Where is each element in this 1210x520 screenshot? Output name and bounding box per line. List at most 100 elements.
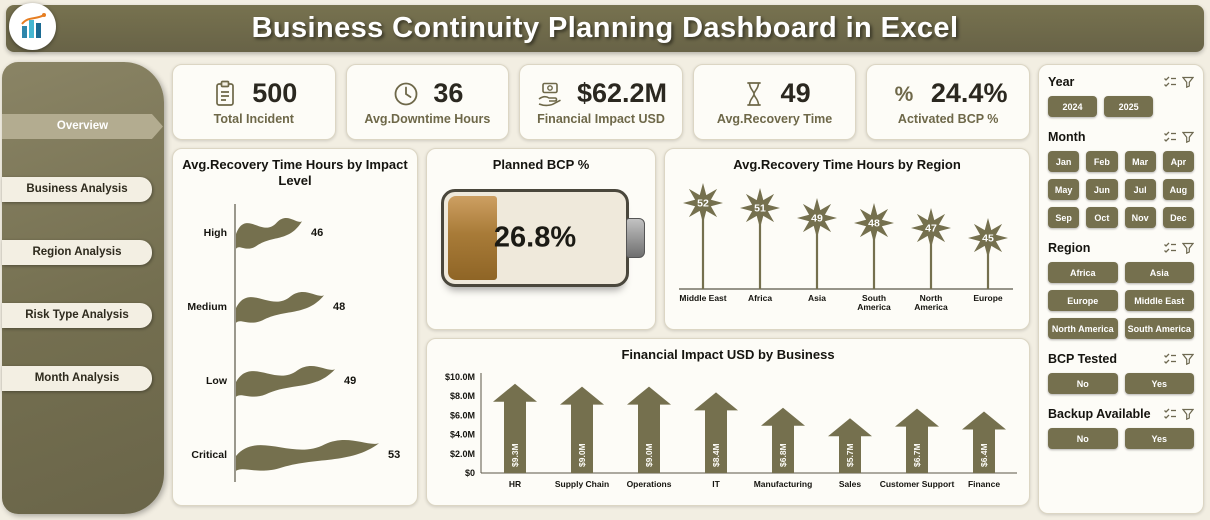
kpi-value: 36 bbox=[433, 78, 464, 108]
category-label: Critical bbox=[191, 449, 227, 461]
filter-month-jan[interactable]: Jan bbox=[1048, 151, 1080, 172]
filter-month-aug[interactable]: Aug bbox=[1162, 179, 1194, 200]
region-label: Europe bbox=[973, 293, 1003, 303]
clear-filter-icon[interactable] bbox=[1182, 353, 1194, 365]
arrow-bar-supply-chain bbox=[560, 386, 604, 474]
multiselect-icon[interactable] bbox=[1163, 242, 1177, 254]
multiselect-icon[interactable] bbox=[1163, 76, 1177, 88]
filter-group-region: Region Africa Asia Europe Middle East North A… bbox=[1048, 241, 1194, 339]
arrow-bar-sales bbox=[828, 418, 872, 474]
kpi-label: Activated BCP % bbox=[897, 112, 999, 126]
page-title: Business Continuity Planning Dashboard i… bbox=[251, 12, 959, 44]
clock-icon bbox=[391, 79, 421, 109]
filter-icons bbox=[1163, 131, 1194, 143]
filter-month-sep[interactable]: Sep bbox=[1048, 207, 1080, 228]
financial-chart: $10.0M $8.0M $6.0M $4.0M $2.0M $0 $9.3M HR $9.0M… bbox=[445, 372, 1017, 489]
filter-group-backup-available: Backup Available No Yes bbox=[1048, 407, 1194, 449]
bar-value-label: $5.7M bbox=[845, 444, 855, 468]
region-label: Africa bbox=[748, 293, 772, 303]
value-label: 48 bbox=[333, 301, 345, 313]
filter-icons bbox=[1163, 76, 1194, 88]
kpi-top: $62.2M bbox=[535, 78, 667, 109]
multiselect-icon[interactable] bbox=[1163, 353, 1177, 365]
value-label: 53 bbox=[388, 449, 400, 461]
filter-region-africa[interactable]: Africa bbox=[1048, 262, 1118, 283]
kpi-top: 36 bbox=[391, 78, 463, 109]
y-tick-label: $8.0M bbox=[450, 391, 475, 401]
sidebar-item-business-analysis[interactable]: Business Analysis bbox=[2, 177, 152, 202]
filter-month-mar[interactable]: Mar bbox=[1124, 151, 1156, 172]
star-value: 51 bbox=[754, 203, 766, 215]
sidebar-item-overview[interactable]: Overview bbox=[2, 114, 163, 139]
ribbon-bar-low bbox=[236, 365, 335, 397]
sidebar-item-risk-type-analysis[interactable]: Risk Type Analysis bbox=[2, 303, 152, 328]
filter-year-2025[interactable]: 2025 bbox=[1104, 96, 1154, 117]
filter-year-2024[interactable]: 2024 bbox=[1048, 96, 1098, 117]
filter-month-jul[interactable]: Jul bbox=[1124, 179, 1156, 200]
slicer-grid: Africa Asia Europe Middle East North America… bbox=[1048, 262, 1194, 339]
value-label: 46 bbox=[311, 227, 323, 239]
filter-month-dec[interactable]: Dec bbox=[1162, 207, 1194, 228]
bar-value-label: $6.8M bbox=[778, 444, 788, 468]
filter-region-south-america[interactable]: South America bbox=[1124, 318, 1194, 339]
filter-month-feb[interactable]: Feb bbox=[1086, 151, 1118, 172]
kpi-card-avg-downtime-hours: 36 Avg.Downtime Hours bbox=[345, 64, 510, 140]
category-label: High bbox=[204, 227, 227, 239]
chart-title-region: Avg.Recovery Time Hours by Region bbox=[733, 157, 961, 172]
impact-level-chart: High 46 Medium 48 Low 49 Critical 53 bbox=[187, 203, 400, 482]
filter-bcp-tested-yes[interactable]: Yes bbox=[1124, 373, 1194, 394]
kpi-card-avg-recovery-time: 49 Avg.Recovery Time bbox=[692, 64, 857, 140]
filter-month-jun[interactable]: Jun bbox=[1086, 179, 1118, 200]
clear-filter-icon[interactable] bbox=[1182, 242, 1194, 254]
region-label: South America bbox=[857, 293, 891, 312]
sidebar-item-region-analysis[interactable]: Region Analysis bbox=[2, 240, 152, 265]
y-tick-label: $2.0M bbox=[450, 449, 475, 459]
y-tick-label: $6.0M bbox=[450, 411, 475, 421]
filter-panel: Year 2024 2025 Month Jan Feb Mar Apr May Jun Jul Au… bbox=[1038, 64, 1204, 514]
chart-planned-bcp: Planned BCP % 26.8% bbox=[426, 148, 656, 330]
multiselect-icon[interactable] bbox=[1163, 408, 1177, 420]
sidebar-item-month-analysis[interactable]: Month Analysis bbox=[2, 366, 152, 391]
business-label: IT bbox=[712, 479, 720, 489]
filter-region-middle-east[interactable]: Middle East bbox=[1124, 290, 1194, 311]
slicer-grid: No Yes bbox=[1048, 373, 1194, 394]
chart-title-financial: Financial Impact USD by Business bbox=[621, 347, 835, 362]
business-label: HR bbox=[509, 479, 521, 489]
category-label: Medium bbox=[187, 301, 227, 313]
region-label: North America bbox=[914, 293, 948, 312]
chart-impact-level: Avg.Recovery Time Hours by Impact Level … bbox=[172, 148, 418, 506]
clear-filter-icon[interactable] bbox=[1182, 131, 1194, 143]
clear-filter-icon[interactable] bbox=[1182, 408, 1194, 420]
filter-month-oct[interactable]: Oct bbox=[1086, 207, 1118, 228]
filter-group-year: Year 2024 2025 bbox=[1048, 75, 1194, 117]
star-value: 47 bbox=[925, 223, 937, 235]
filter-bcp-tested-no[interactable]: No bbox=[1048, 373, 1118, 394]
header: Business Continuity Planning Dashboard i… bbox=[6, 5, 1204, 52]
filter-region-europe[interactable]: Europe bbox=[1048, 290, 1118, 311]
bar-value-label: $9.0M bbox=[577, 444, 587, 468]
multiselect-icon[interactable] bbox=[1163, 131, 1177, 143]
star-value: 48 bbox=[868, 218, 880, 230]
chart-title-impact: Avg.Recovery Time Hours by Impact Level bbox=[182, 157, 408, 189]
logo-chart-icon bbox=[20, 12, 46, 38]
sidebar-nav: Overview Business Analysis Region Analysis… bbox=[2, 62, 164, 514]
filter-group-bcp-tested: BCP Tested No Yes bbox=[1048, 352, 1194, 394]
kpi-value: 500 bbox=[252, 78, 298, 108]
clipboard-icon bbox=[210, 79, 240, 109]
filter-group-month: Month Jan Feb Mar Apr May Jun Jul Aug Sep Oct Nov De… bbox=[1048, 130, 1194, 228]
filter-icons bbox=[1163, 408, 1194, 420]
filter-icons bbox=[1163, 242, 1194, 254]
filter-region-north-america[interactable]: North America bbox=[1048, 318, 1118, 339]
kpi-label: Avg.Downtime Hours bbox=[364, 112, 491, 126]
filter-region-asia[interactable]: Asia bbox=[1124, 262, 1194, 283]
chart-financial: Financial Impact USD by Business $10.0M $… bbox=[426, 338, 1030, 506]
filter-backup-available-no[interactable]: No bbox=[1048, 428, 1118, 449]
clear-filter-icon[interactable] bbox=[1182, 76, 1194, 88]
filter-month-may[interactable]: May bbox=[1048, 179, 1080, 200]
filter-backup-available-yes[interactable]: Yes bbox=[1124, 428, 1194, 449]
cash-hand-icon bbox=[535, 79, 565, 109]
filter-month-apr[interactable]: Apr bbox=[1162, 151, 1194, 172]
filter-month-nov[interactable]: Nov bbox=[1124, 207, 1156, 228]
battery-gauge: 26.8% bbox=[427, 189, 655, 288]
